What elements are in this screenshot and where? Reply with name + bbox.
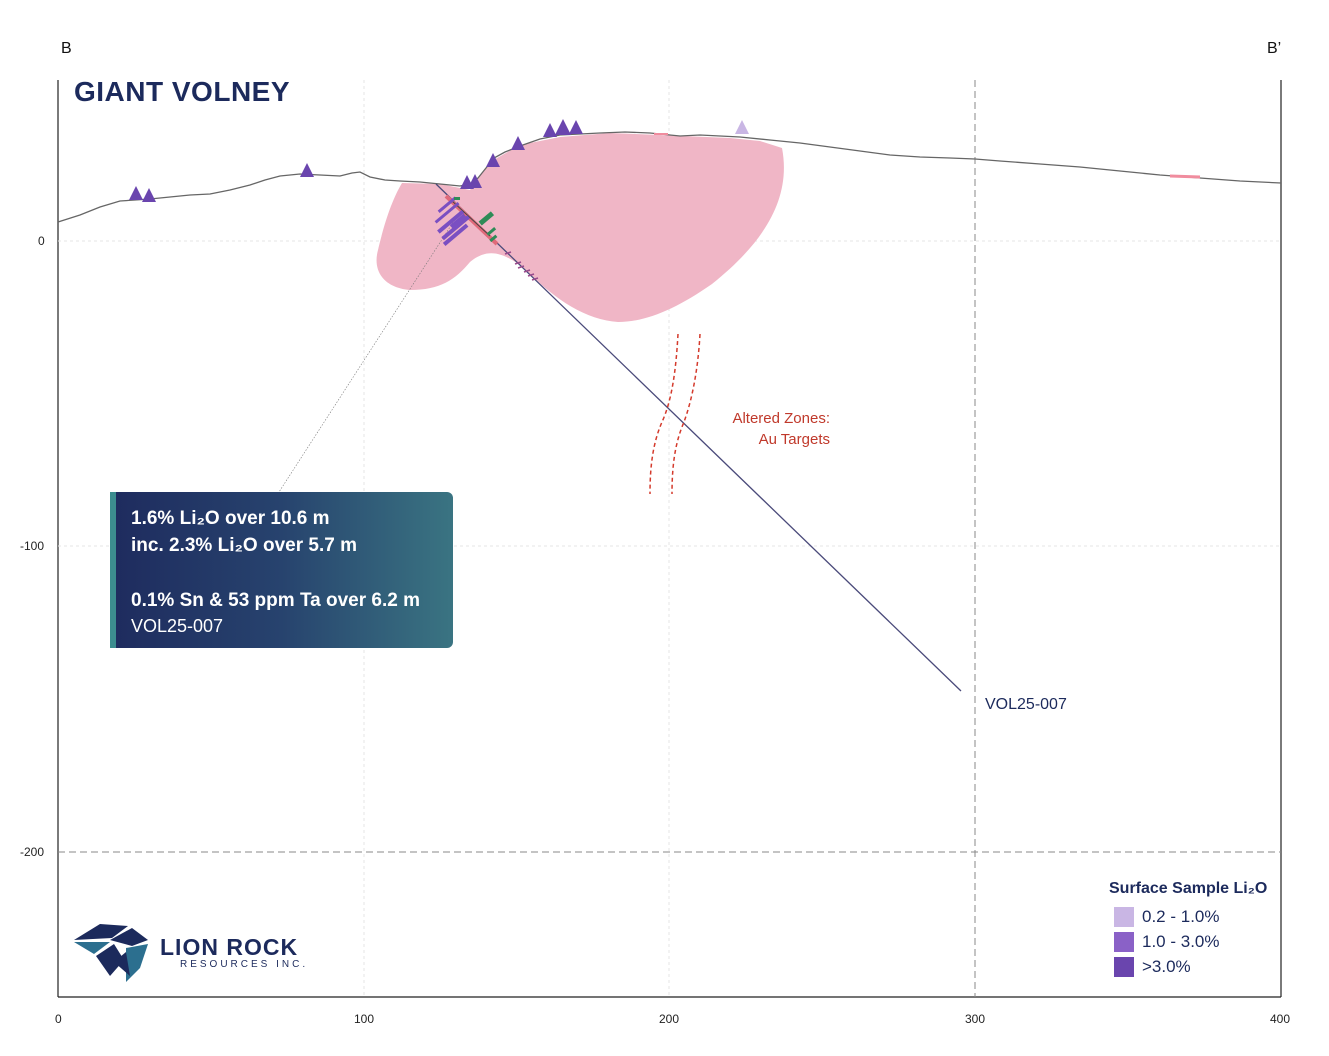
x-tick-300: 300 xyxy=(965,1012,986,1026)
callout-li2o-including: inc. 2.3% Li₂O over 5.7 m xyxy=(131,535,357,556)
sn-ta-assay-bars xyxy=(454,197,498,243)
drillhole-label: VOL25-007 xyxy=(985,696,1067,713)
section-start-label: B xyxy=(61,40,72,57)
altered-zone-label-line1: Altered Zones: xyxy=(732,410,830,427)
legend-label-high: >3.0% xyxy=(1142,956,1191,976)
li2o-assay-bars xyxy=(434,196,470,246)
altered-zone-label-line2: Au Targets xyxy=(758,431,830,448)
lion-head-icon xyxy=(74,924,148,982)
logo-company-name: LION ROCK xyxy=(160,934,299,960)
legend-swatch-mid xyxy=(1114,931,1134,952)
drillhole-ticks xyxy=(504,251,539,281)
y-tick-0: 0 xyxy=(38,234,45,248)
drillhole-interval-pink xyxy=(444,194,499,246)
topography-line xyxy=(57,131,1282,223)
callout-hole-id: VOL25-007 xyxy=(131,616,224,636)
surface-outcrop-2 xyxy=(1169,174,1201,179)
legend-label-low: 0.2 - 1.0% xyxy=(1142,906,1220,926)
y-tick-neg100: -100 xyxy=(20,539,45,553)
legend: Surface Sample Li₂O 0.2 - 1.0% 1.0 - 3.0… xyxy=(1109,880,1267,979)
legend-item-mid: 1.0 - 3.0% xyxy=(1109,929,1267,954)
surface-sample-low xyxy=(735,120,749,134)
legend-swatch-high xyxy=(1114,956,1134,977)
callout-spacer xyxy=(131,559,453,587)
legend-item-low: 0.2 - 1.0% xyxy=(1109,904,1267,929)
callout-accent-bar xyxy=(110,492,116,648)
section-end-label: B’ xyxy=(1267,40,1282,57)
logo-company-subtitle: RESOURCES INC. xyxy=(180,959,309,970)
legend-label-mid: 1.0 - 3.0% xyxy=(1142,931,1220,951)
legend-item-high: >3.0% xyxy=(1109,954,1267,979)
x-tick-0: 0 xyxy=(55,1012,62,1026)
assay-callout-box: 1.6% Li₂O over 10.6 m inc. 2.3% Li₂O ove… xyxy=(110,492,453,648)
x-tick-200: 200 xyxy=(659,1012,680,1026)
callout-sn-ta-interval: 0.1% Sn & 53 ppm Ta over 6.2 m xyxy=(131,590,420,611)
callout-li2o-interval: 1.6% Li₂O over 10.6 m xyxy=(131,508,330,529)
x-tick-100: 100 xyxy=(354,1012,375,1026)
callout-leader xyxy=(278,209,462,493)
altered-zone-line-1 xyxy=(649,333,679,495)
altered-zone-line-2 xyxy=(671,333,701,495)
drillhole-core xyxy=(450,199,491,237)
company-logo: LION ROCK RESOURCES INC. xyxy=(70,920,330,986)
surface-samples-high xyxy=(129,119,583,202)
pegmatite-body xyxy=(376,133,784,322)
legend-swatch-low xyxy=(1114,906,1134,927)
altered-zone-label: Altered Zones: Au Targets xyxy=(700,408,830,450)
x-tick-400: 400 xyxy=(1270,1012,1291,1026)
y-tick-neg200: -200 xyxy=(20,845,45,859)
legend-title: Surface Sample Li₂O xyxy=(1109,880,1268,897)
section-title: GIANT VOLNEY xyxy=(74,76,291,107)
drillhole-trace xyxy=(435,183,962,692)
